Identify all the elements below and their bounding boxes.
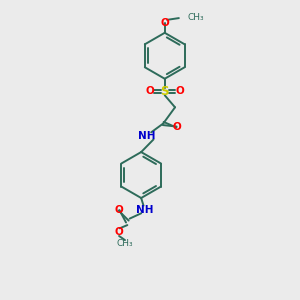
Text: S: S (160, 85, 169, 98)
Text: O: O (175, 86, 184, 96)
Text: CH₃: CH₃ (117, 238, 133, 247)
Text: NH: NH (138, 131, 156, 141)
Text: O: O (146, 86, 154, 96)
Text: CH₃: CH₃ (187, 13, 204, 22)
Text: NH: NH (136, 205, 154, 215)
Text: O: O (115, 206, 124, 215)
Text: O: O (172, 122, 181, 132)
Text: O: O (160, 18, 169, 28)
Text: O: O (115, 227, 124, 237)
